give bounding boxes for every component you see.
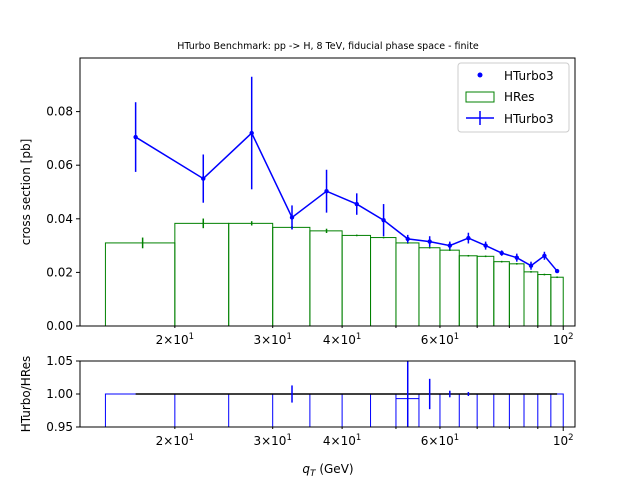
y-tick-label: 0.00 — [46, 319, 73, 333]
hres-bin — [309, 230, 343, 327]
y-tick-label: 0.08 — [46, 105, 73, 119]
x-tick-label: 3×101 — [253, 332, 291, 347]
hres-bin — [418, 247, 441, 327]
hres-bin — [550, 276, 564, 327]
hturbo3-point — [483, 243, 488, 248]
ratio-step-line — [104, 393, 564, 427]
hturbo3-point — [542, 253, 547, 258]
ratio-step — [104, 393, 564, 427]
x-tick-label: 3×101 — [253, 433, 291, 448]
y-axis-label: cross section [pb] — [19, 139, 33, 246]
chart-title: HTurbo Benchmark: pp -> H, 8 TeV, fiduci… — [177, 41, 479, 52]
hturbo3-point — [554, 268, 560, 274]
legend-label-hturbo3-line: HTurbo3 — [504, 112, 554, 126]
hturbo3-point — [427, 239, 432, 244]
hres-bin — [458, 255, 478, 327]
x-tick-label: 4×101 — [323, 332, 361, 347]
x-tick-label: 6×101 — [421, 433, 459, 448]
hturbo3-point — [324, 188, 329, 194]
hres-bin — [493, 261, 510, 327]
hres-bin — [537, 274, 552, 327]
x-axis-label: qT (GeV) — [302, 462, 353, 479]
legend-swatch-hres — [465, 91, 495, 103]
hres-bin — [228, 222, 274, 327]
hres-bin — [174, 222, 230, 327]
hturbo3-point — [447, 243, 453, 248]
y-tick-label: 0.02 — [46, 265, 73, 279]
x-tick-label: 102 — [553, 332, 574, 347]
hres-bin — [508, 263, 525, 327]
y-tick-label: 0.06 — [46, 158, 73, 172]
hres-histogram — [104, 218, 564, 327]
hres-bin — [395, 242, 420, 327]
main-axes: 0.00 0.02 0.04 0.06 0.08 2×101 3×101 4×101 6×101… — [46, 57, 576, 347]
ratio-y-axis-label: HTurbo/HRes — [19, 356, 33, 433]
hturbo3-point — [249, 130, 254, 136]
hres-bin — [439, 249, 460, 327]
y-tick-label: 0.04 — [46, 212, 73, 226]
x-tick-label: 6×101 — [421, 332, 459, 347]
hturbo3-point — [201, 176, 206, 181]
hturbo3-point — [133, 134, 138, 140]
ratio-axes: 0.95 1.00 1.05 2×101 3×101 4×101 6×101 102 — [46, 354, 576, 448]
x-tick-label: 2×101 — [156, 433, 194, 448]
y-tick-label: 1.05 — [46, 354, 73, 368]
hturbo3-point — [381, 217, 386, 223]
legend: HTurbo3 HRes HTurbo3 — [457, 62, 570, 133]
hres-bin — [476, 255, 495, 327]
axes-frame — [79, 57, 576, 327]
x-tick-label: 102 — [553, 433, 574, 448]
legend-frame — [457, 62, 570, 133]
hres-bin — [104, 242, 176, 327]
hres-bin — [341, 234, 372, 327]
hturbo3-line — [135, 131, 558, 272]
y-tick-label: 1.00 — [46, 387, 73, 401]
hturbo3-point — [405, 236, 410, 242]
legend-label-hres: HRes — [504, 90, 534, 104]
hturbo3-point — [289, 215, 295, 220]
legend-label-hturbo3-marker: HTurbo3 — [504, 69, 554, 83]
hturbo3-point — [466, 235, 471, 241]
legend-marker-hturbo3 — [477, 72, 483, 78]
hturbo3-point — [528, 263, 534, 268]
hturbo3-point — [499, 250, 504, 256]
hres-bin — [370, 237, 397, 327]
x-tick-label: 2×101 — [156, 332, 194, 347]
ratio-points — [135, 361, 558, 427]
x-tick-label: 4×101 — [323, 433, 361, 448]
hres-bin — [523, 271, 539, 327]
hturbo3-point — [514, 255, 520, 260]
y-tick-label: 0.95 — [46, 420, 73, 434]
hturbo3-series — [133, 76, 560, 274]
hturbo3-point — [354, 201, 359, 207]
hres-bin — [272, 226, 311, 327]
